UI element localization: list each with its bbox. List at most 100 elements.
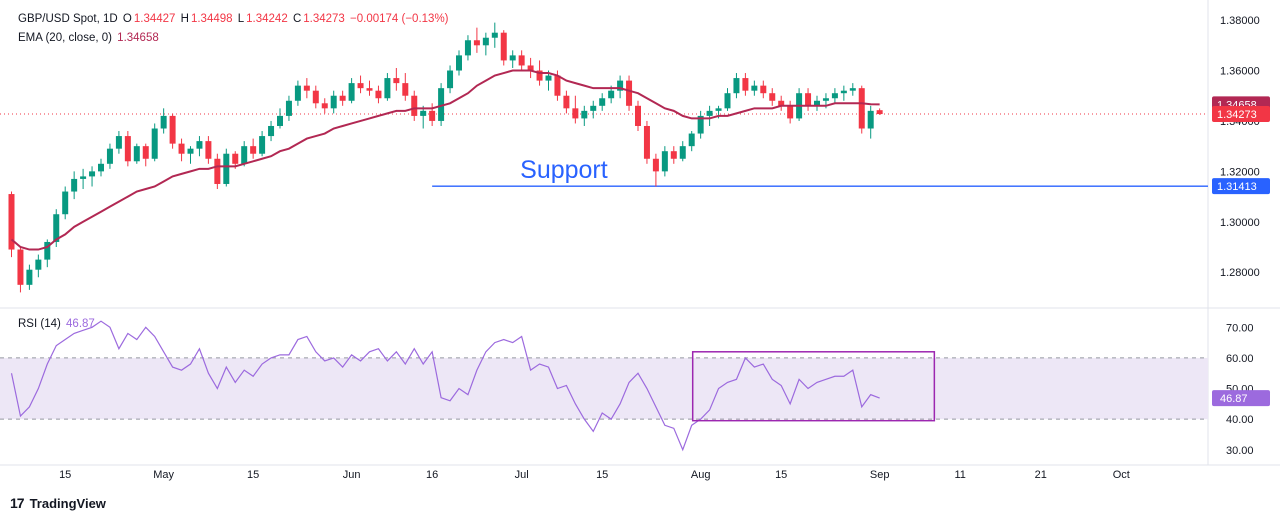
candle-body[interactable]	[456, 55, 462, 71]
candle-body[interactable]	[330, 95, 337, 109]
candle-body[interactable]	[805, 93, 812, 106]
candle-body[interactable]	[751, 85, 758, 91]
candle-body[interactable]	[769, 93, 776, 101]
candle-body[interactable]	[98, 163, 104, 172]
candle-body[interactable]	[8, 194, 15, 250]
candle-body[interactable]	[822, 98, 829, 101]
candle-body[interactable]	[294, 85, 301, 101]
candle-body[interactable]	[214, 158, 221, 184]
candle-body[interactable]	[509, 55, 516, 61]
candle-body[interactable]	[232, 153, 239, 164]
candle-body[interactable]	[402, 83, 409, 96]
tradingview-logo[interactable]: 17 TradingView	[10, 495, 106, 511]
candle-body[interactable]	[438, 88, 445, 121]
candle-body[interactable]	[831, 93, 838, 99]
candle-body[interactable]	[115, 136, 122, 149]
candle-body[interactable]	[205, 141, 212, 159]
ema-line[interactable]	[10, 69, 880, 251]
candle-body[interactable]	[760, 85, 767, 94]
candle-body[interactable]	[411, 95, 418, 116]
candle-body[interactable]	[849, 88, 856, 91]
candle-body[interactable]	[250, 146, 257, 154]
candle-body[interactable]	[187, 148, 194, 154]
candle-body[interactable]	[527, 65, 534, 71]
candle-body[interactable]	[196, 141, 203, 149]
candle-body[interactable]	[160, 115, 167, 129]
candle-body[interactable]	[590, 105, 597, 111]
candle-body[interactable]	[545, 75, 552, 81]
candle-body[interactable]	[151, 128, 158, 159]
candle-body[interactable]	[643, 125, 650, 159]
candle-body[interactable]	[259, 136, 266, 154]
candle-body[interactable]	[285, 100, 292, 116]
candle-body[interactable]	[814, 100, 820, 106]
candle-body[interactable]	[626, 80, 633, 106]
candle-body[interactable]	[241, 146, 248, 164]
candle-body[interactable]	[491, 32, 498, 38]
candle-body[interactable]	[464, 40, 471, 56]
candle-body[interactable]	[617, 80, 624, 91]
candle-body[interactable]	[268, 125, 275, 137]
rsi-range-box[interactable]	[691, 351, 936, 422]
candle-body[interactable]	[840, 90, 847, 94]
candle-body[interactable]	[312, 90, 319, 104]
candle-body[interactable]	[706, 110, 713, 116]
candle-body[interactable]	[670, 151, 677, 159]
candle-body[interactable]	[572, 108, 579, 119]
candle-body[interactable]	[375, 90, 382, 99]
candle-body[interactable]	[277, 115, 283, 126]
candle-body[interactable]	[599, 98, 606, 106]
candle-body[interactable]	[608, 90, 615, 99]
candle-body[interactable]	[724, 93, 731, 109]
candle-body[interactable]	[715, 108, 722, 111]
candle-body[interactable]	[742, 78, 749, 91]
candle-body[interactable]	[223, 153, 230, 184]
candle-body[interactable]	[787, 105, 794, 119]
candle-body[interactable]	[697, 115, 704, 134]
candle-body[interactable]	[447, 70, 454, 89]
candle-body[interactable]	[429, 110, 436, 121]
rsi-line[interactable]	[10, 320, 880, 452]
candle-body[interactable]	[169, 115, 176, 144]
candle-body[interactable]	[35, 259, 42, 270]
candle-body[interactable]	[482, 37, 489, 46]
candle-body[interactable]	[178, 143, 185, 154]
candle-body[interactable]	[652, 158, 659, 172]
candle-body[interactable]	[142, 146, 149, 159]
candle-body[interactable]	[554, 75, 561, 96]
candle-body[interactable]	[867, 110, 874, 129]
candle-body[interactable]	[357, 83, 364, 89]
candle-body[interactable]	[581, 110, 588, 119]
candle-body[interactable]	[71, 178, 78, 192]
candle-body[interactable]	[62, 191, 69, 215]
candle-body[interactable]	[53, 214, 60, 242]
candle-body[interactable]	[26, 269, 33, 285]
candle-body[interactable]	[679, 146, 686, 159]
candle-body[interactable]	[563, 95, 570, 109]
candle-body[interactable]	[733, 78, 740, 94]
candle-body[interactable]	[384, 78, 391, 99]
candle-body[interactable]	[518, 55, 525, 66]
candle-body[interactable]	[106, 148, 113, 164]
candle-body[interactable]	[500, 32, 507, 61]
candle-body[interactable]	[393, 78, 400, 84]
candle-body[interactable]	[89, 171, 96, 177]
candle-body[interactable]	[133, 146, 140, 162]
candle-body[interactable]	[536, 70, 543, 81]
candle-body[interactable]	[661, 151, 668, 172]
candle-body[interactable]	[44, 241, 51, 260]
candle-body[interactable]	[303, 85, 310, 91]
candle-body[interactable]	[17, 249, 24, 285]
candle-body[interactable]	[688, 133, 695, 147]
candle-body[interactable]	[124, 136, 131, 162]
candle-body[interactable]	[473, 40, 480, 46]
candle-body[interactable]	[348, 83, 355, 101]
candle-body[interactable]	[366, 88, 373, 91]
candle-body[interactable]	[778, 100, 785, 106]
candle-body[interactable]	[858, 88, 865, 129]
candle-body[interactable]	[635, 105, 641, 126]
candle-body[interactable]	[321, 103, 328, 109]
candle-body[interactable]	[339, 95, 346, 101]
candle-body[interactable]	[876, 110, 883, 115]
